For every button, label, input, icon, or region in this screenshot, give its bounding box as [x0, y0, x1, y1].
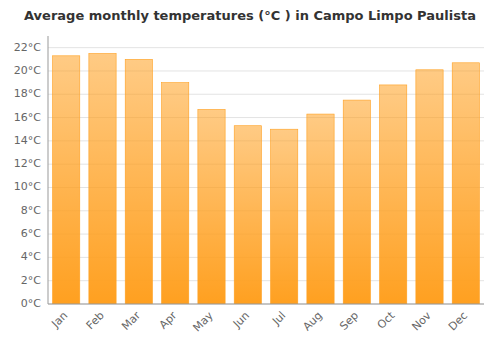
y-tick-label: 8°C [21, 204, 41, 217]
grid-line [48, 304, 484, 305]
y-tick-label: 12°C [14, 157, 41, 170]
y-tick-label: 22°C [14, 41, 41, 54]
y-tick-label: 20°C [14, 64, 41, 77]
x-tick-label: Mar [119, 309, 143, 333]
bars [53, 53, 480, 304]
bar [416, 70, 443, 304]
bar [307, 114, 334, 304]
x-axis-line [48, 304, 484, 305]
grid-line [48, 47, 484, 48]
x-tick-label: Dec [446, 309, 470, 333]
bar [452, 63, 479, 304]
x-tick-label: Feb [84, 309, 107, 332]
y-tick-label: 2°C [21, 274, 41, 287]
x-tick-label: Apr [157, 309, 180, 332]
y-tick-label: 18°C [14, 87, 41, 100]
x-tick-label: Oct [375, 309, 398, 332]
bar [53, 56, 80, 304]
grid [48, 48, 484, 304]
bar [343, 100, 370, 304]
bar [271, 129, 298, 304]
y-tick-label: 0°C [21, 297, 41, 310]
chart: 0°C 2°C 4°C 6°C 8°C 10°C 12°C 14°C 16°C 18°C 20°C 2… [0, 0, 500, 350]
y-tick-label: 16°C [14, 111, 41, 124]
title: Average monthly temperatures (°C ) in Ca… [24, 8, 476, 23]
y-axis: 0°C 2°C 4°C 6°C 8°C 10°C 12°C 14°C 16°C 18°C 20°C 2… [14, 41, 41, 310]
bar [380, 85, 407, 304]
x-axis: Jan Feb Mar Apr May Jun Jul Aug Sep Oct Nov Dec [49, 309, 471, 335]
y-tick-label: 6°C [21, 227, 41, 240]
y-axis-line [48, 36, 49, 304]
x-tick-label: Aug [300, 309, 324, 333]
bar [162, 83, 189, 304]
x-tick-label: Jul [269, 309, 288, 328]
y-tick-label: 10°C [14, 180, 41, 193]
x-tick-label: Sep [337, 309, 361, 333]
bar [234, 126, 261, 304]
x-tick-label: Jun [230, 309, 252, 331]
x-tick-label: Nov [409, 309, 434, 334]
bar [198, 109, 225, 304]
bar [125, 59, 152, 304]
bar [89, 53, 116, 304]
y-tick-label: 14°C [14, 134, 41, 147]
x-tick-label: May [190, 309, 216, 335]
x-tick-label: Jan [49, 309, 71, 331]
y-tick-label: 4°C [21, 250, 41, 263]
